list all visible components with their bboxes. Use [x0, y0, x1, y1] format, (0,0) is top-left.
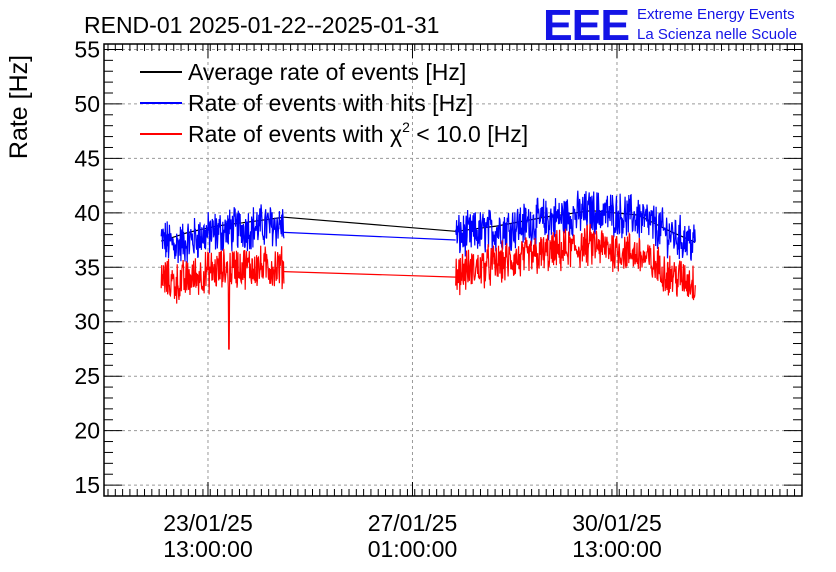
legend-label-average: Average rate of events [Hz] [188, 59, 466, 85]
logo-line-2: La Scienza nelle Scuole [637, 26, 797, 43]
legend-label-chi2: Rate of events with χ2 < 10.0 [Hz] [188, 119, 528, 147]
grid [104, 44, 802, 496]
x-tick-date: 27/01/25 [368, 510, 458, 536]
y-tick-label: 40 [74, 200, 100, 226]
plot-border [103, 43, 803, 497]
y-axis: 15 20 25 30 35 40 45 50 55 [74, 36, 802, 498]
legend-chi2-main: Rate of events with χ [188, 121, 402, 147]
series-line-2-segment-0 [160, 245, 285, 350]
x-axis: 23/01/2513:00:0027/01/2501:00:0030/01/25… [107, 44, 803, 562]
series-line-1-segment-0 [160, 204, 285, 264]
y-tick-label: 55 [74, 36, 100, 62]
eee-logo: EEE Extreme Energy Events La Scienza nel… [543, 1, 797, 50]
series-line-2-segment-2 [455, 223, 696, 301]
x-tick-time: 13:00:00 [163, 536, 253, 562]
y-tick-label: 25 [74, 363, 100, 389]
y-tick-label: 30 [74, 309, 100, 335]
x-tick-date: 30/01/25 [572, 510, 662, 536]
series-line-1-segment-2 [455, 190, 696, 261]
y-tick-label: 35 [74, 254, 100, 280]
plot-frame [103, 43, 803, 497]
legend-chi2-tail: < 10.0 [Hz] [410, 121, 528, 147]
y-tick-label: 50 [74, 91, 100, 117]
series-line-2-segment-1 [283, 271, 456, 278]
y-tick-label: 20 [74, 418, 100, 444]
chart-title: REND-01 2025-01-22--2025-01-31 [84, 12, 439, 38]
series-group [160, 190, 696, 350]
y-axis-label: Rate [Hz] [5, 55, 33, 159]
series-line-0-segment-1 [283, 216, 456, 232]
logo-line-1: Extreme Energy Events [637, 6, 795, 23]
y-tick-label: 15 [74, 472, 100, 498]
legend: Average rate of events [Hz] Rate of even… [140, 59, 528, 147]
x-tick-date: 23/01/25 [163, 510, 253, 536]
legend-label-hits: Rate of events with hits [Hz] [188, 90, 473, 116]
legend-chi2-sup: 2 [402, 119, 410, 135]
x-tick-time: 01:00:00 [368, 536, 458, 562]
x-tick-time: 13:00:00 [572, 536, 662, 562]
logo-mark: EEE [543, 1, 629, 50]
series-line-1-segment-1 [283, 231, 456, 241]
y-tick-label: 45 [74, 145, 100, 171]
